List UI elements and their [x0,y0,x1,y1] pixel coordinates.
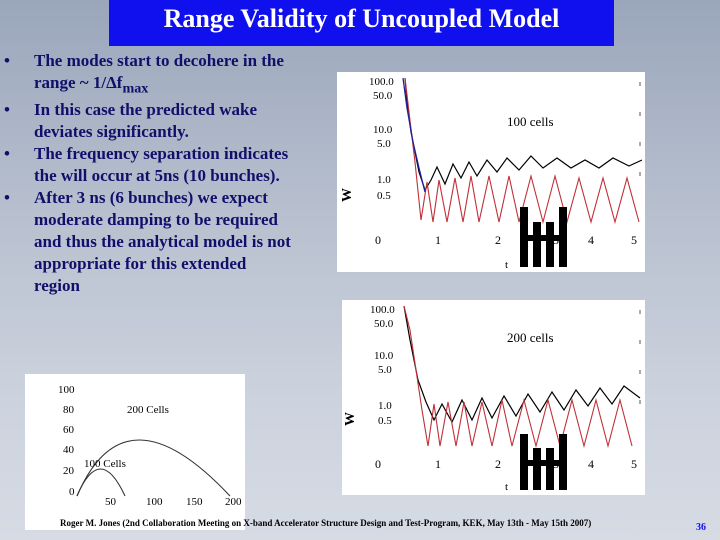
chart2-ytick: 50.0 [374,318,394,330]
chart1-ylabel: W [340,188,355,202]
chart2-curves [403,305,641,449]
chart1-ytick: 5.0 [377,138,391,150]
chart3-xtick: 100 [146,496,163,508]
chart3-xtick: 200 [225,496,242,508]
wake-chart-200-cells: 100.0 50.0 10.0 5.0 1.0 0.5 W 0 1 2 3 4 … [342,300,645,495]
chart2-x-ticks: 0 1 2 3 4 5 [375,457,637,471]
chart3-ytick: 40 [63,444,75,456]
chart2-ytick: 1.0 [378,400,392,412]
chart1-y-ticks: 100.0 50.0 10.0 5.0 1.0 0.5 [369,76,394,202]
bullet-4: After 3 ns (6 bunches) we expect moderat… [4,187,294,297]
chart1-x-ticks: 0 1 2 3 4 5 [375,233,637,247]
slide-footer: Roger M. Jones (2nd Collaboration Meetin… [60,518,592,528]
chart3-series-label: 100 Cells [84,458,126,470]
chart1-ytick: 10.0 [373,124,393,136]
bullet-list: The modes start to decohere in the range… [4,50,294,297]
chart2-ytick: 10.0 [374,350,394,362]
title-bar [109,0,614,46]
chart3-ytick: 80 [63,404,75,416]
chart1-annotation: 100 cells [507,114,554,129]
chart2-xtick: 4 [588,457,594,471]
chart1-xlabel: t [505,259,508,271]
bullet-1-sub: max [122,80,149,97]
chart2-ytick: 100.0 [370,304,395,316]
chart1-curves [402,77,643,225]
chart1-xtick: 0 [375,233,381,247]
chart1-ytick: 0.5 [377,190,391,202]
cell-structure-icon [520,207,567,267]
chart3-xtick: 150 [186,496,203,508]
chart3-series-100 [76,468,126,497]
chart1-blue-curve [402,77,426,193]
chart3-x-ticks: 50 100 150 200 [105,496,242,508]
chart2-xtick: 0 [375,457,381,471]
chart1-ytick: 50.0 [373,90,393,102]
chart1-black-curve [404,77,643,192]
bullet-2: In this case the predicted wake deviates… [4,99,294,143]
chart2-xtick: 2 [495,457,501,471]
bullet-1-text: The modes start to decohere in the range… [34,51,284,92]
chart2-red-curve [403,305,633,449]
chart3-ytick: 60 [63,424,75,436]
bullet-3: The frequency separation indicates the w… [4,143,294,187]
page-number: 36 [696,522,706,533]
chart3-series-label: 200 Cells [127,404,169,416]
chart3-series-200 [76,439,231,497]
chart1-ytick: 1.0 [377,174,391,186]
chart2-xtick: 5 [631,457,637,471]
chart1-ytick: 100.0 [369,76,394,88]
chart2-xlabel: t [505,481,508,493]
chart1-xtick: 1 [435,233,441,247]
wake-chart-100-cells: 100.0 50.0 10.0 5.0 1.0 0.5 W 0 1 2 3 4 … [337,72,645,272]
chart3-ytick: 100 [58,384,75,396]
cell-structure-icon [520,434,567,490]
chart2-xtick: 1 [435,457,441,471]
chart1-red-curve [404,77,640,225]
chart2-ytick: 0.5 [378,415,392,427]
chart1-xtick: 4 [588,233,594,247]
bullet-1: The modes start to decohere in the range… [4,50,294,99]
chart1-xtick: 5 [631,233,637,247]
chart2-annotation: 200 cells [507,330,554,345]
chart3-y-ticks: 100 80 60 40 20 0 [58,384,75,498]
slide-title: Range Validity of Uncoupled Model [163,4,560,33]
chart2-ytick: 5.0 [378,364,392,376]
chart3-ytick: 0 [69,486,75,498]
chart1-xtick: 2 [495,233,501,247]
chart2-y-ticks: 100.0 50.0 10.0 5.0 1.0 0.5 [370,304,395,427]
cells-comparison-chart: 100 80 60 40 20 0 50 100 150 200 200 Cel… [25,374,245,530]
chart3-xtick: 50 [105,496,117,508]
chart3-ytick: 20 [63,465,75,477]
chart2-ylabel: W [343,412,358,426]
chart2-black-curve [403,305,641,424]
